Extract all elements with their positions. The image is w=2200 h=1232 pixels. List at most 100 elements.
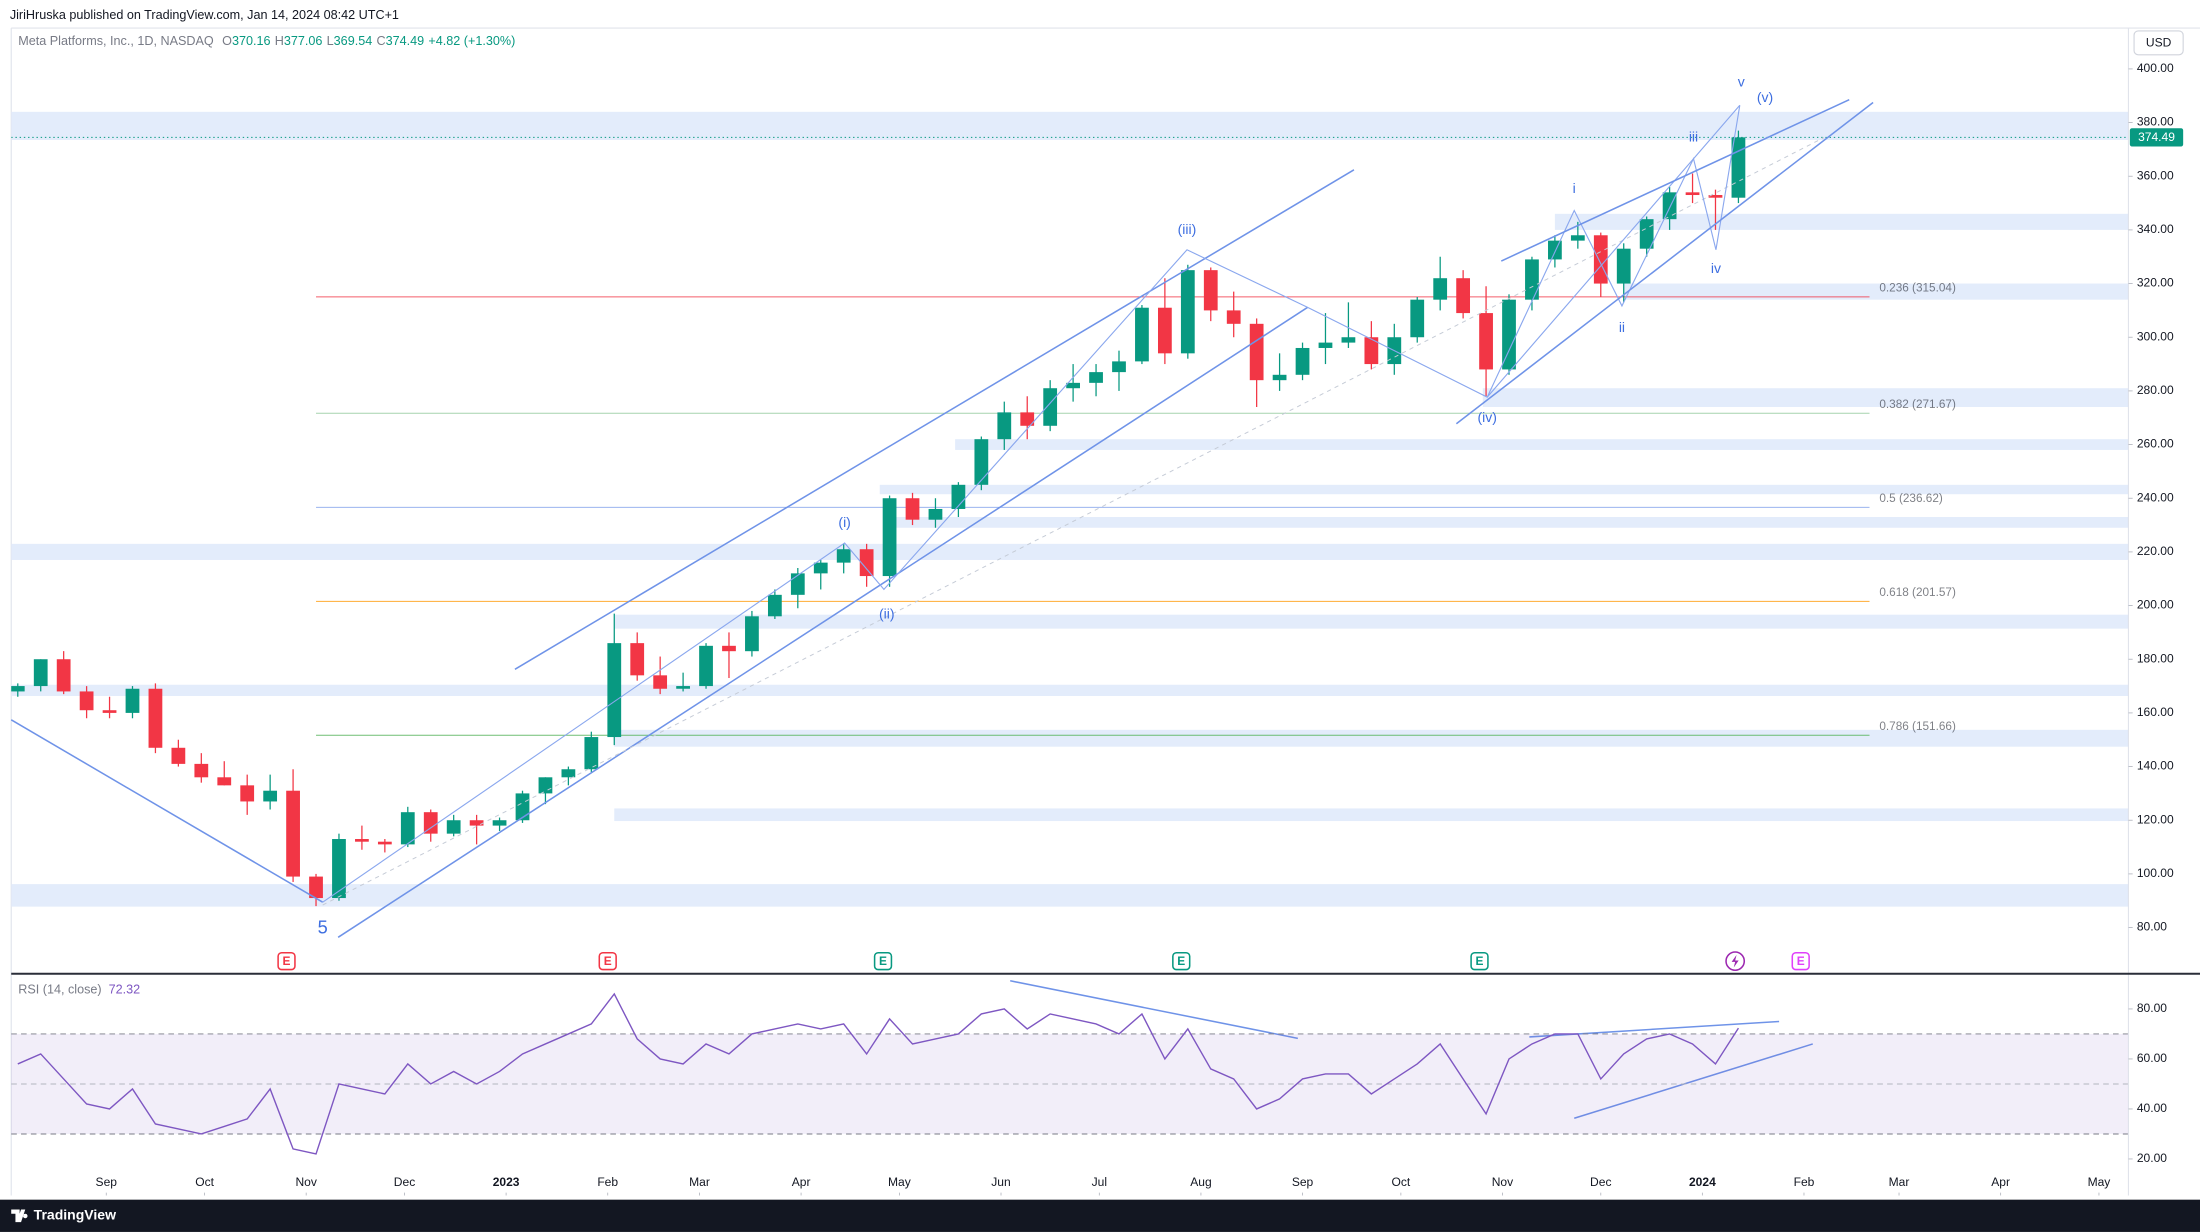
x-tick-label: Dec	[1590, 1175, 1611, 1189]
candle-body	[1272, 374, 1287, 381]
candle-body	[1089, 372, 1103, 383]
candle-body	[1525, 259, 1539, 300]
candle-body	[1662, 192, 1677, 220]
candle-body	[630, 643, 645, 676]
diagonal-lower	[1455, 101, 1874, 425]
event-icon	[1731, 954, 1739, 968]
candle-body	[194, 763, 209, 778]
y-tick-label: 40.00	[2137, 1101, 2167, 1115]
y-tick-label: 240.00	[2137, 490, 2174, 504]
x-tick-label: 2023	[493, 1175, 520, 1189]
y-tick-label: 60.00	[2137, 1051, 2167, 1065]
y-tick-label: 220.00	[2137, 544, 2174, 558]
x-tick-label: Oct	[1391, 1175, 1410, 1189]
dashed-guide	[322, 137, 1825, 906]
zone	[614, 614, 2129, 629]
y-tick-label: 160.00	[2137, 705, 2174, 719]
y-tick-label: 280.00	[2137, 383, 2174, 397]
candle-body	[905, 498, 920, 520]
wave-label: (iv)	[1478, 409, 1497, 425]
legend-value: 370.16	[232, 34, 271, 48]
y-tick-label: 340.00	[2137, 222, 2174, 236]
zone	[955, 439, 2129, 450]
brand-logo	[11, 1209, 28, 1223]
wave-label: iv	[1711, 260, 1721, 276]
currency-box[interactable]	[2133, 30, 2184, 56]
x-tick-label: Aug	[1190, 1175, 1211, 1189]
candle-body	[56, 659, 71, 692]
wave-label: (iii)	[1178, 221, 1197, 237]
x-tick-label: 2024	[1689, 1175, 1716, 1189]
legend: Meta Platforms, Inc., 1D, NASDAQ O370.16 H…	[18, 34, 515, 48]
axes: USD 80.00 100.00 120.00 140.00 160.00 180.00 2…	[11, 28, 2200, 1196]
wave-label: 5	[318, 917, 328, 938]
currency: USD	[2146, 36, 2172, 50]
candle-body	[790, 573, 805, 595]
x-tick-label: Sep	[1292, 1175, 1314, 1189]
candle-body	[240, 785, 255, 802]
candle-body	[699, 645, 713, 687]
x-tick-label: May	[2088, 1175, 2111, 1189]
publisher-line: JiriHruska published on TradingView.com,…	[10, 8, 399, 22]
last-price-label: 374.49	[2138, 130, 2175, 144]
diagonal-upper	[1500, 98, 1850, 262]
x-tick-label: Jul	[1092, 1175, 1107, 1189]
event-label: E	[604, 954, 612, 968]
fib-label: 0.382 (271.67)	[1879, 398, 1956, 411]
candle-body	[423, 812, 438, 834]
zone	[11, 684, 2129, 696]
candle-body	[1249, 323, 1264, 381]
event-marker[interactable]	[277, 951, 296, 971]
rsi-title: RSI (14, close)	[18, 983, 101, 997]
x-tick-label: Dec	[394, 1175, 415, 1189]
legend-key: C	[376, 34, 385, 48]
legend-value: 369.54	[334, 34, 373, 48]
y-tick-label: 300.00	[2137, 329, 2174, 343]
candle-body	[11, 686, 25, 692]
rsi-line	[17, 992, 1740, 1155]
candle-body	[377, 841, 392, 845]
wave-label: (i)	[838, 514, 850, 530]
candle-body	[951, 484, 966, 509]
trend-line	[10, 719, 324, 903]
candle-body	[217, 777, 232, 786]
event-marker[interactable]	[873, 951, 893, 971]
candle-body	[309, 876, 323, 899]
candle-body	[1112, 361, 1126, 373]
x-tick-label: Jun	[991, 1175, 1010, 1189]
y-tick-label: 140.00	[2137, 759, 2174, 773]
subwave-path	[1486, 105, 1741, 398]
fib-label: 0.786 (151.66)	[1879, 720, 1956, 733]
wave-label: iii	[1689, 128, 1698, 144]
candle-body	[607, 643, 622, 738]
x-tick-label: Apr	[792, 1175, 811, 1189]
rsi-value: 72.32	[109, 983, 141, 997]
event-marker[interactable]	[1791, 951, 1810, 971]
candle-body	[400, 812, 415, 845]
candle-body	[446, 820, 461, 834]
wave-label: (v)	[1757, 89, 1773, 105]
event-marker[interactable]	[598, 951, 617, 971]
candle-body	[767, 594, 782, 617]
candle-body	[1295, 347, 1310, 375]
candle-body	[355, 839, 369, 842]
candle-body	[148, 688, 163, 748]
wave-label: v	[1738, 74, 1745, 90]
annotations: 5 (i) (ii) (iii) (iv) (v) i ii iii iv v	[10, 74, 1874, 1120]
last-price-tag	[2129, 128, 2184, 147]
rsi-band	[11, 1033, 2129, 1134]
fib-label: 0.5 (236.62)	[1879, 492, 1943, 505]
zone	[1482, 388, 2129, 408]
y-tick-label: 180.00	[2137, 651, 2174, 665]
event-marker[interactable]	[1470, 951, 1489, 971]
candle-body	[1318, 342, 1333, 348]
zone	[11, 884, 2129, 907]
wave-label: (ii)	[879, 605, 895, 621]
candle-body	[263, 790, 278, 802]
candle-body	[1203, 270, 1218, 311]
candle-body	[1479, 313, 1493, 370]
brand[interactable]: TradingView	[34, 1207, 116, 1223]
event-label: E	[1797, 954, 1805, 968]
event-marker[interactable]	[1172, 951, 1191, 971]
